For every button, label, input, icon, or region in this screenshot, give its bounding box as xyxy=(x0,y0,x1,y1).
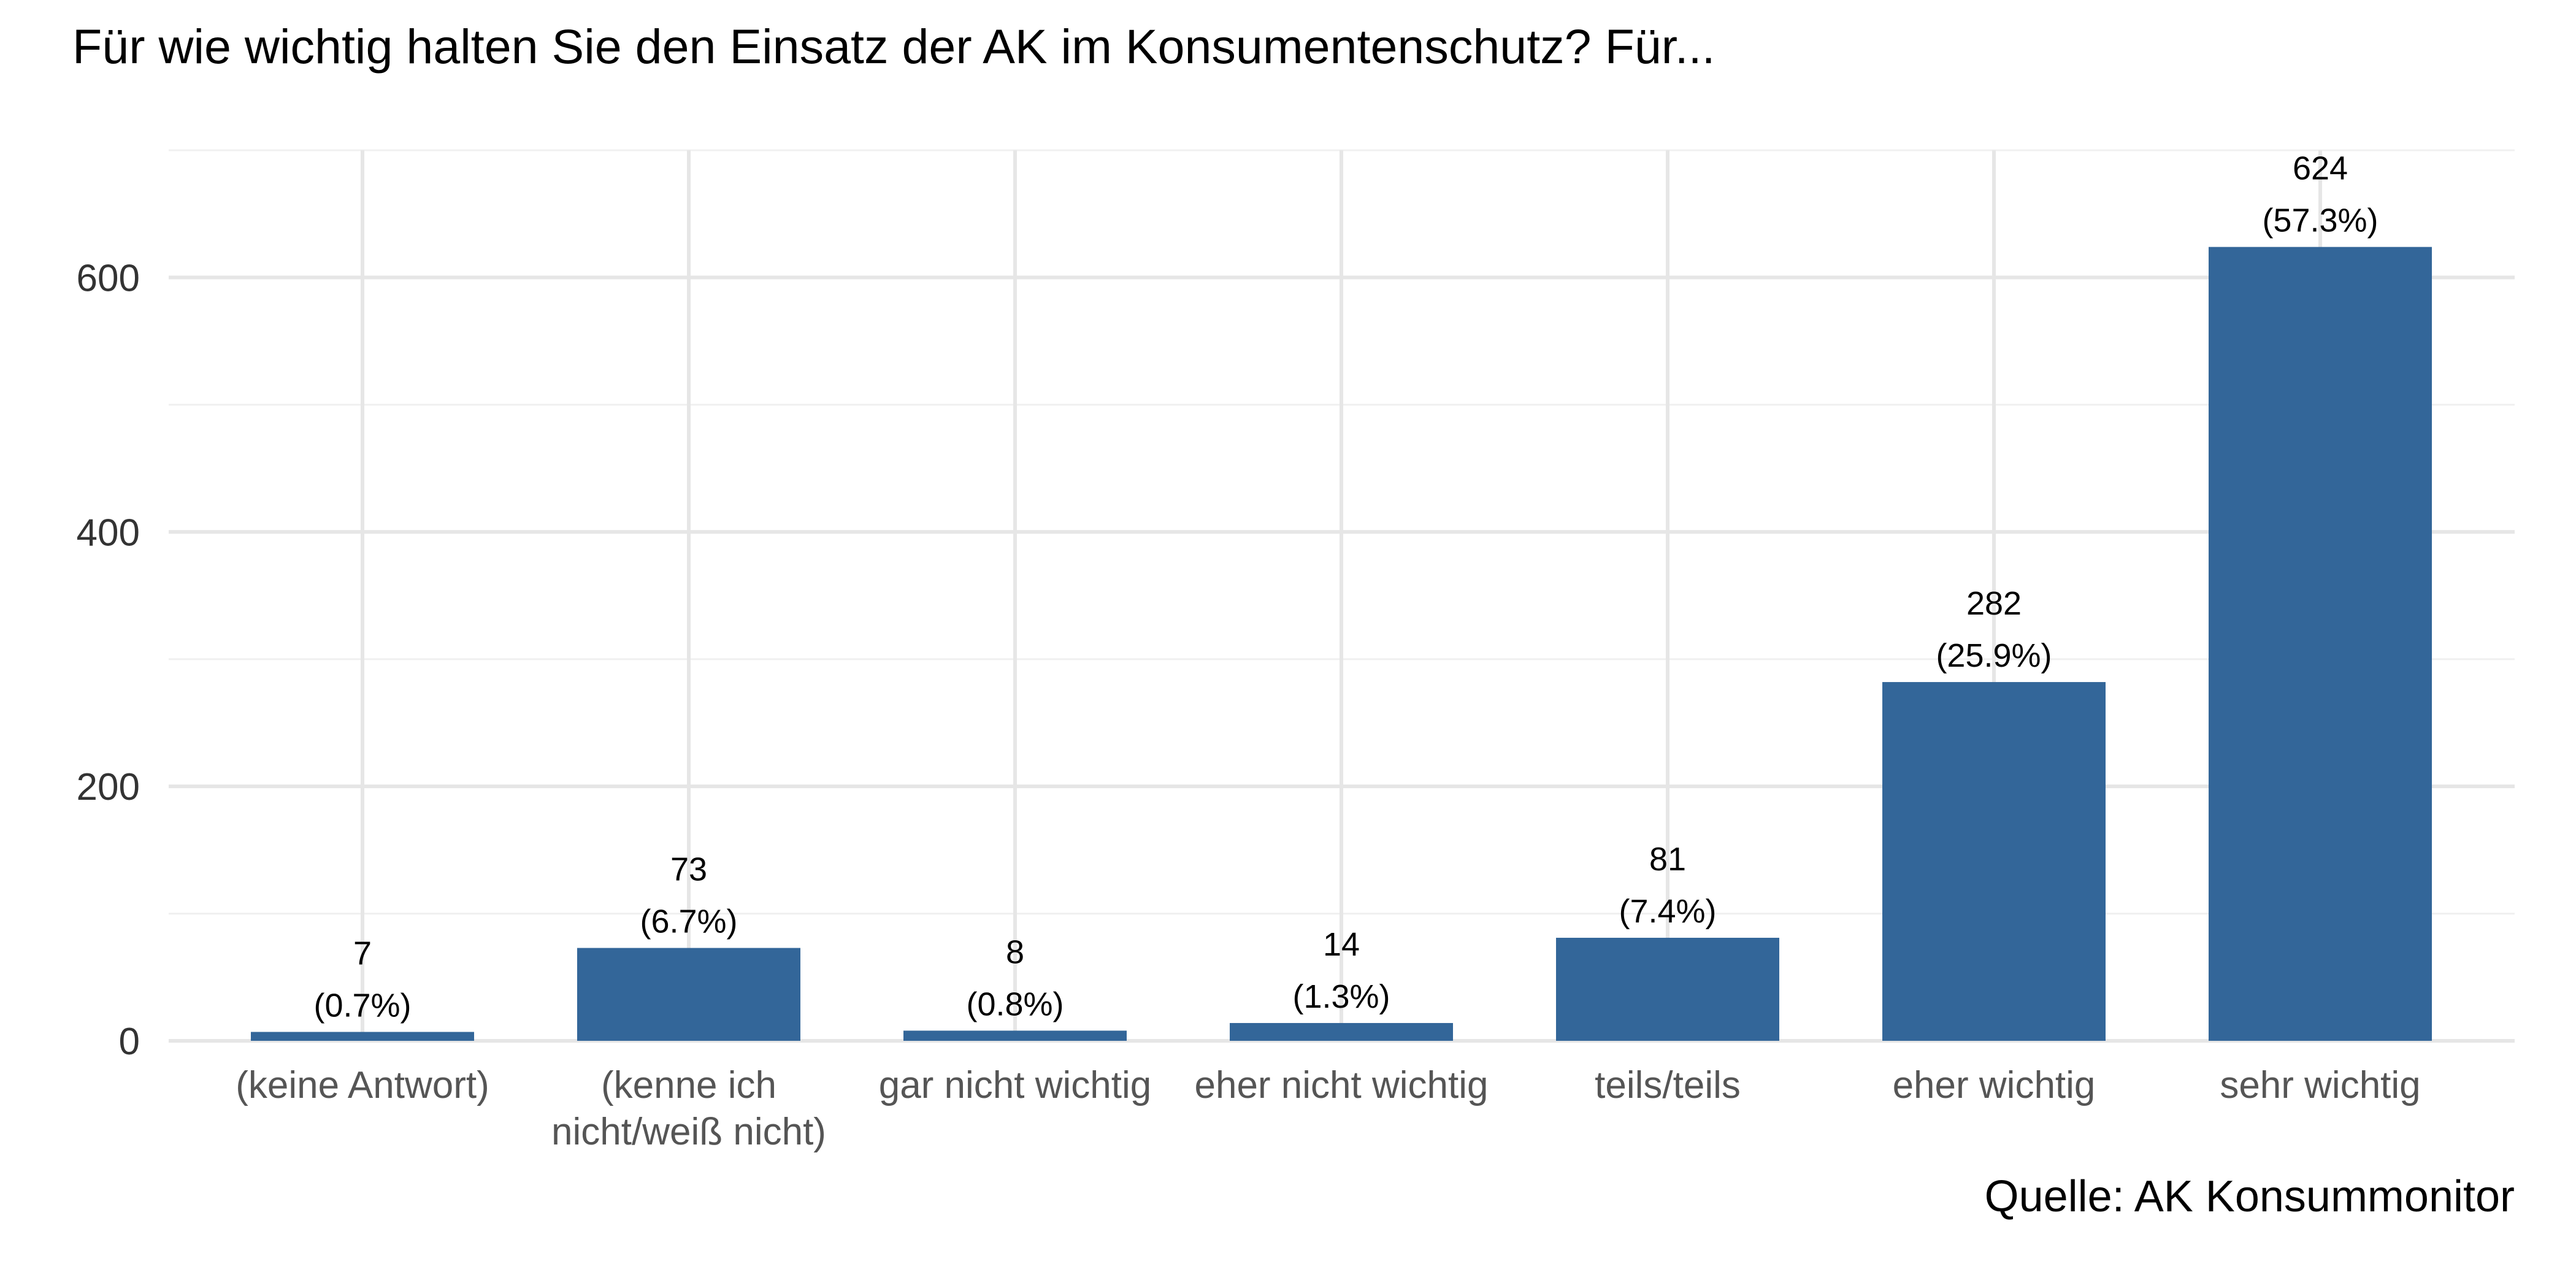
data-label-percent: (57.3%) xyxy=(2262,202,2378,239)
x-tick-label-line: (keine Antwort) xyxy=(236,1064,489,1106)
bar xyxy=(903,1030,1127,1041)
x-tick-label: (kenne ich nicht/weiß nicht) xyxy=(551,1064,826,1153)
x-axis: (keine Antwort) (kenne ich nicht/weiß nich… xyxy=(236,1064,2420,1153)
data-label-layer: (0.7%) 7 (6.7%) 73 (0.8%) 8 (1.3%) 14 (7.4%) 81 (2… xyxy=(313,150,2378,1024)
bar xyxy=(1230,1022,1453,1041)
x-tick-label-line: eher nicht wichtig xyxy=(1194,1064,1488,1106)
bar-layer xyxy=(251,247,2432,1041)
y-tick-label: 400 xyxy=(77,512,140,554)
x-tick-label-line: eher wichtig xyxy=(1893,1064,2096,1106)
data-label-percent: (0.8%) xyxy=(966,986,1064,1022)
x-tick-label-line: (kenne ich xyxy=(601,1064,776,1106)
data-label-count: 73 xyxy=(670,851,707,888)
y-tick-label: 0 xyxy=(119,1021,140,1063)
x-tick-label: sehr wichtig xyxy=(2220,1064,2420,1106)
x-tick-label-line: gar nicht wichtig xyxy=(879,1064,1152,1106)
data-label-count: 14 xyxy=(1323,926,1360,963)
data-label-percent: (0.7%) xyxy=(313,987,411,1024)
x-tick-label: gar nicht wichtig xyxy=(879,1064,1152,1106)
grid-layer xyxy=(169,149,2515,1043)
data-label-count: 8 xyxy=(1006,933,1024,970)
x-tick-label: eher wichtig xyxy=(1893,1064,2096,1106)
bar xyxy=(1882,682,2106,1041)
bar xyxy=(2209,247,2432,1041)
data-label-count: 282 xyxy=(1966,585,2022,622)
x-tick-label: eher nicht wichtig xyxy=(1194,1064,1488,1106)
data-label-percent: (1.3%) xyxy=(1292,978,1390,1015)
data-label-percent: (25.9%) xyxy=(1936,637,2052,674)
bar xyxy=(577,948,800,1041)
data-label-percent: (7.4%) xyxy=(1619,893,1716,930)
bar xyxy=(1556,937,1779,1041)
y-tick-label: 200 xyxy=(77,766,140,808)
data-label-percent: (6.7%) xyxy=(640,903,737,940)
data-label-count: 624 xyxy=(2293,150,2348,187)
chart-caption: Quelle: AK Konsummonitor xyxy=(1985,1172,2515,1221)
x-tick-label-line: nicht/weiß nicht) xyxy=(551,1111,826,1153)
data-label-count: 7 xyxy=(353,935,372,972)
x-tick-label-line: sehr wichtig xyxy=(2220,1064,2420,1106)
x-tick-label: teils/teils xyxy=(1595,1064,1741,1106)
bar xyxy=(251,1032,474,1041)
x-tick-label: (keine Antwort) xyxy=(236,1064,489,1106)
x-tick-label-line: teils/teils xyxy=(1595,1064,1741,1106)
y-tick-label: 600 xyxy=(77,257,140,299)
y-axis: 0 200 400 600 xyxy=(77,257,140,1063)
chart-title: Für wie wichtig halten Sie den Einsatz d… xyxy=(72,19,1715,74)
data-label-count: 81 xyxy=(1649,841,1686,878)
